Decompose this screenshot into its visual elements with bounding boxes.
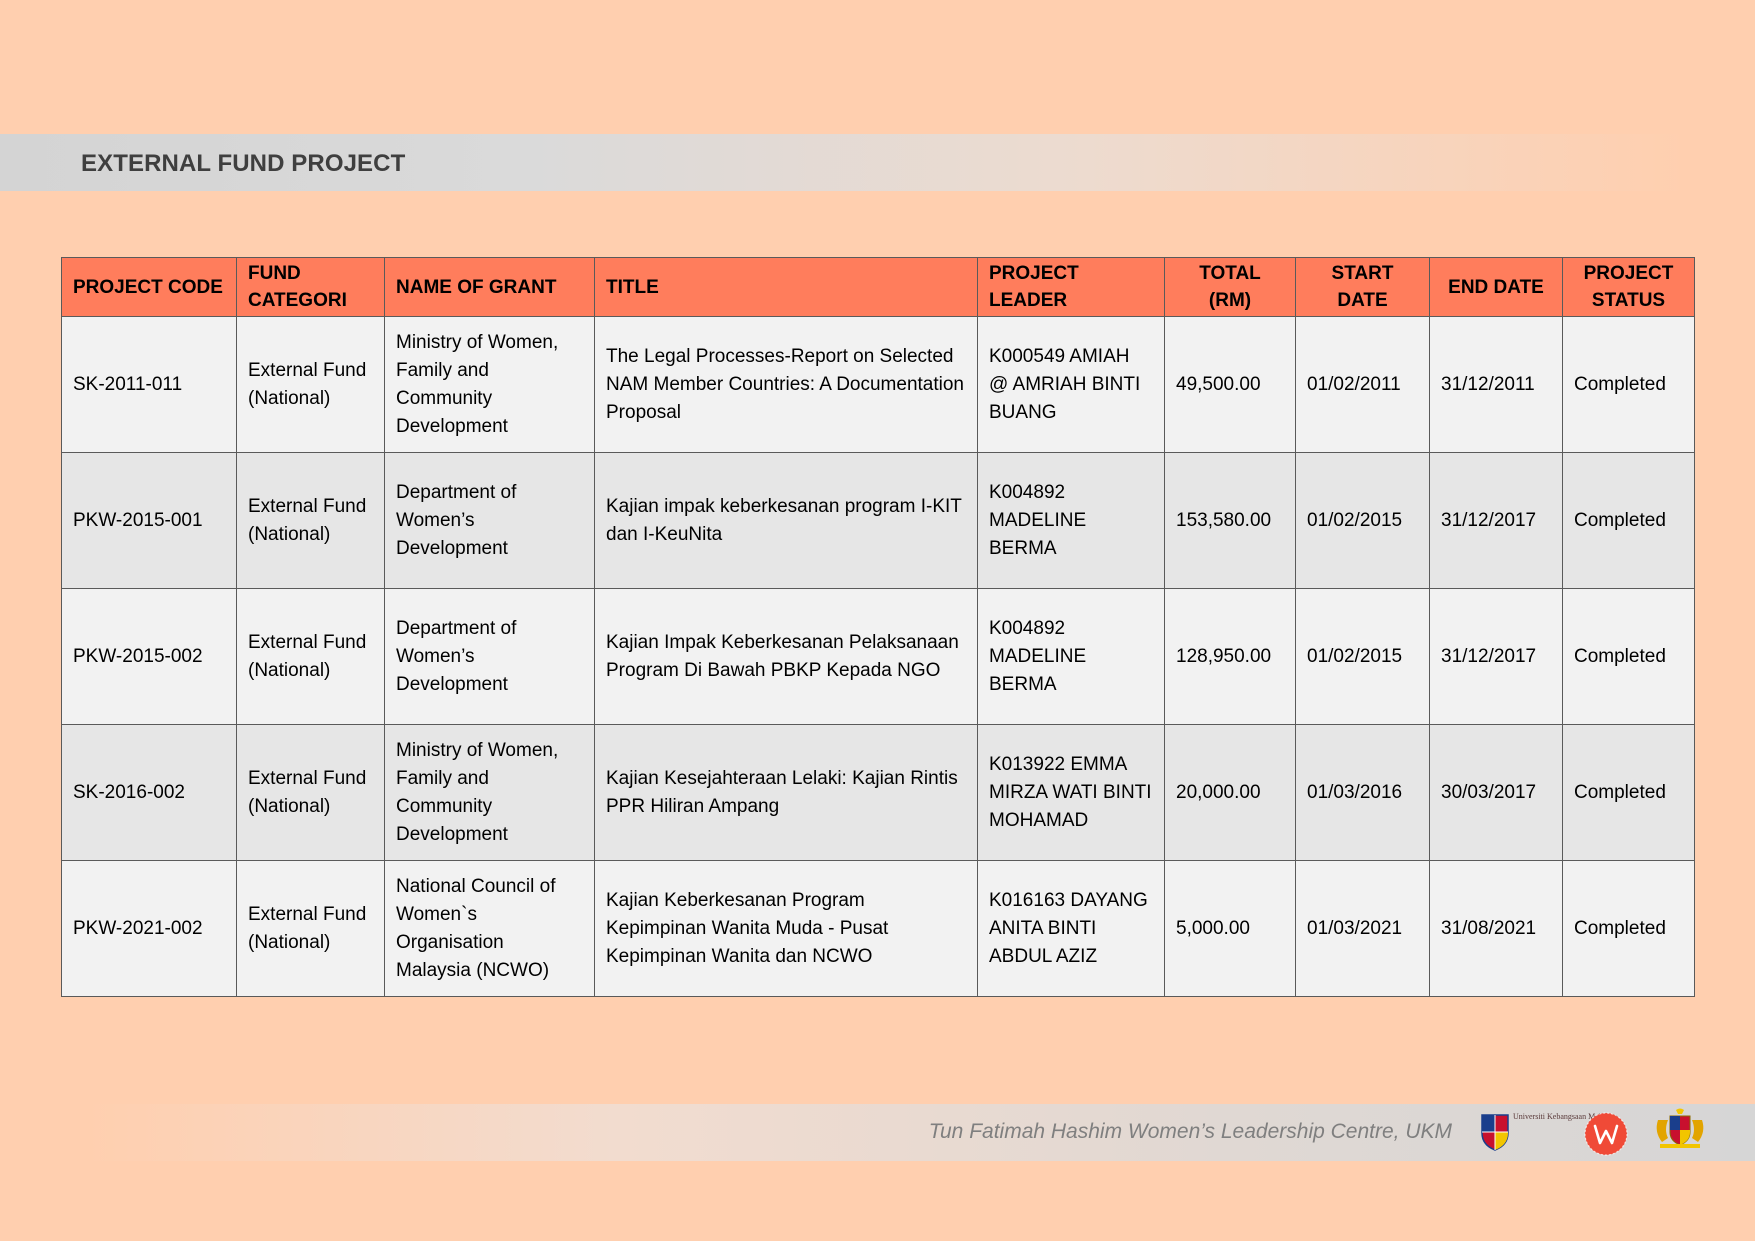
table-row: SK-2011-011 External Fund (National) Min… [61,316,1695,453]
project-title-cell: Kajian Keberkesanan Program Kepimpinan W… [594,860,978,997]
project-code-cell: PKW-2015-001 [61,452,237,589]
project-title-cell: Kajian Impak Keberkesanan Pelaksanaan Pr… [594,588,978,725]
column-header-title: TITLE [594,257,978,317]
footer-band [0,1104,1755,1161]
project-leader-cell: K013922 EMMA MIRZA WATI BINTI MOHAMAD [977,724,1165,861]
start-date-cell: 01/02/2015 [1295,452,1430,589]
fund-category-cell: External Fund (National) [236,724,385,861]
table-row: SK-2016-002 External Fund (National) Min… [61,724,1695,861]
table-body: SK-2011-011 External Fund (National) Min… [61,316,1695,997]
table-row: PKW-2021-002 External Fund (National) Na… [61,860,1695,997]
project-title-cell: The Legal Processes-Report on Selected N… [594,316,978,453]
start-date-cell: 01/02/2015 [1295,588,1430,725]
table-row: PKW-2015-002 External Fund (National) De… [61,588,1695,725]
start-date-cell: 01/03/2016 [1295,724,1430,861]
fund-category-cell: External Fund (National) [236,452,385,589]
start-date-cell: 01/03/2021 [1295,860,1430,997]
project-code-cell: SK-2011-011 [61,316,237,453]
end-date-cell: 31/12/2017 [1429,588,1563,725]
ukm-logo-icon: Universiti Kebangsaan Malaysia [1478,1110,1617,1156]
grant-name-cell: National Council of Women`s Organisation… [384,860,595,997]
ukm-shield-icon [1481,1114,1509,1151]
external-fund-project-table: PROJECT CODE FUND CATEGORI NAME OF GRANT… [61,257,1695,997]
column-header-total: TOTAL (RM) [1164,257,1296,317]
footer-organisation-name: Tun Fatimah Hashim Women’s Leadership Ce… [928,1120,1452,1143]
grant-name-cell: Ministry of Women, Family and Community … [384,724,595,861]
end-date-cell: 31/12/2017 [1429,452,1563,589]
total-amount-cell: 153,580.00 [1164,452,1296,589]
column-header-end-date: END DATE [1429,257,1563,317]
total-amount-cell: 5,000.00 [1164,860,1296,997]
project-status-cell: Completed [1562,316,1695,453]
project-leader-cell: K004892 MADELINE BERMA [977,452,1165,589]
fund-category-cell: External Fund (National) [236,316,385,453]
project-code-cell: SK-2016-002 [61,724,237,861]
project-status-cell: Completed [1562,452,1695,589]
end-date-cell: 30/03/2017 [1429,724,1563,861]
table-header-row: PROJECT CODE FUND CATEGORI NAME OF GRANT… [61,257,1695,317]
project-status-cell: Completed [1562,724,1695,861]
table-row: PKW-2015-001 External Fund (National) De… [61,452,1695,589]
ukm-logo-text: Universiti Kebangsaan Malaysia [1513,1112,1618,1121]
project-title-cell: Kajian Kesejahteraan Lelaki: Kajian Rint… [594,724,978,861]
project-leader-cell: K000549 AMIAH @ AMRIAH BINTI BUANG [977,316,1165,453]
column-header-project-leader: PROJECT LEADER [977,257,1165,317]
project-code-cell: PKW-2015-002 [61,588,237,725]
project-title-cell: Kajian impak keberkesanan program I-KIT … [594,452,978,589]
grant-name-cell: Ministry of Women, Family and Community … [384,316,595,453]
project-leader-cell: K004892 MADELINE BERMA [977,588,1165,725]
fund-category-cell: External Fund (National) [236,860,385,997]
column-header-fund-category: FUND CATEGORI [236,257,385,317]
project-status-cell: Completed [1562,588,1695,725]
total-amount-cell: 128,950.00 [1164,588,1296,725]
fund-category-cell: External Fund (National) [236,588,385,725]
project-code-cell: PKW-2021-002 [61,860,237,997]
total-amount-cell: 49,500.00 [1164,316,1296,453]
column-header-name-of-grant: NAME OF GRANT [384,257,595,317]
project-leader-cell: K016163 DAYANG ANITA BINTI ABDUL AZIZ [977,860,1165,997]
end-date-cell: 31/08/2021 [1429,860,1563,997]
column-header-project-code: PROJECT CODE [61,257,237,317]
table-header: PROJECT CODE FUND CATEGORI NAME OF GRANT… [61,257,1695,317]
women-leadership-centre-logo-icon [1583,1111,1629,1157]
end-date-cell: 31/12/2011 [1429,316,1563,453]
malaysia-coat-of-arms-icon [1648,1108,1712,1158]
page-title: EXTERNAL FUND PROJECT [81,150,406,177]
start-date-cell: 01/02/2011 [1295,316,1430,453]
header-band [0,134,1755,191]
column-header-project-status: PROJECT STATUS [1562,257,1695,317]
total-amount-cell: 20,000.00 [1164,724,1296,861]
grant-name-cell: Department of Women’s Development [384,452,595,589]
grant-name-cell: Department of Women’s Development [384,588,595,725]
column-header-start-date: START DATE [1295,257,1430,317]
project-status-cell: Completed [1562,860,1695,997]
